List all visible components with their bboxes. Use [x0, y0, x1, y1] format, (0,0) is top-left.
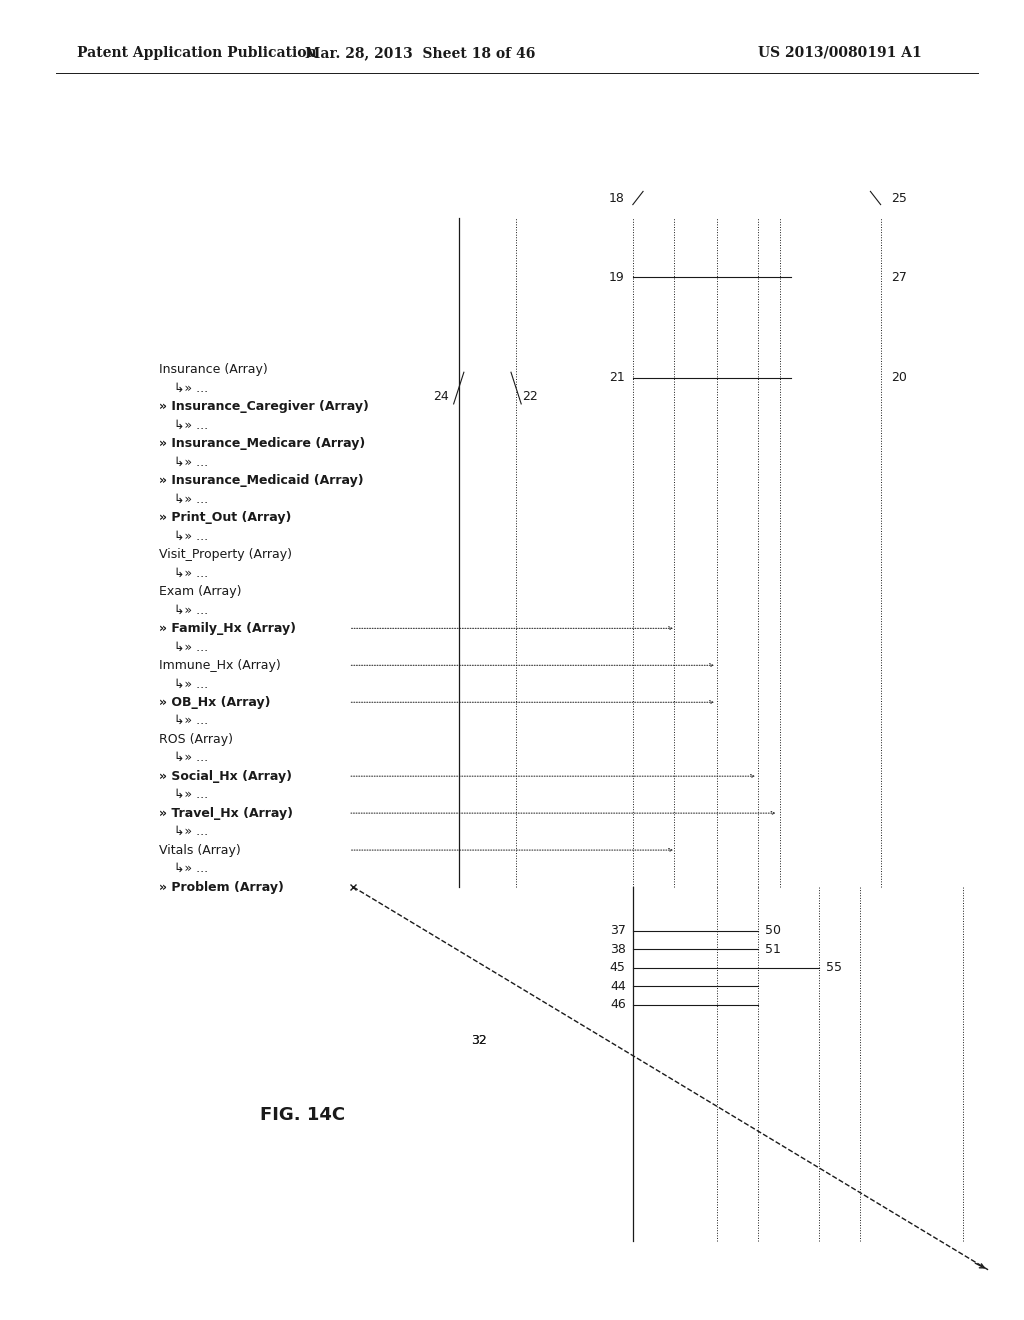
Text: 25: 25 — [891, 191, 907, 205]
Text: Exam (Array): Exam (Array) — [159, 585, 242, 598]
Text: ↳» ...: ↳» ... — [174, 418, 208, 432]
Text: ↳» ...: ↳» ... — [174, 788, 208, 801]
Text: ↳» ...: ↳» ... — [174, 714, 208, 727]
Text: 38: 38 — [609, 942, 626, 956]
Text: ↳» ...: ↳» ... — [174, 751, 208, 764]
Text: » Travel_Hx (Array): » Travel_Hx (Array) — [159, 807, 293, 820]
Text: Insurance (Array): Insurance (Array) — [159, 363, 267, 376]
Text: ↳» ...: ↳» ... — [174, 455, 208, 469]
Text: 27: 27 — [891, 271, 907, 284]
Text: 37: 37 — [609, 924, 626, 937]
Text: 51: 51 — [765, 942, 781, 956]
Text: Immune_Hx (Array): Immune_Hx (Array) — [159, 659, 281, 672]
Text: 45: 45 — [609, 961, 626, 974]
Text: » Insurance_Medicaid (Array): » Insurance_Medicaid (Array) — [159, 474, 364, 487]
Text: » Family_Hx (Array): » Family_Hx (Array) — [159, 622, 296, 635]
Text: ↳» ...: ↳» ... — [174, 566, 208, 579]
Text: ROS (Array): ROS (Array) — [159, 733, 232, 746]
Text: 50: 50 — [765, 924, 781, 937]
Text: 19: 19 — [609, 271, 625, 284]
Text: Patent Application Publication: Patent Application Publication — [77, 46, 316, 59]
Text: Visit_Property (Array): Visit_Property (Array) — [159, 548, 292, 561]
Text: 21: 21 — [609, 371, 625, 384]
Text: ↳» ...: ↳» ... — [174, 492, 208, 506]
Text: » OB_Hx (Array): » OB_Hx (Array) — [159, 696, 270, 709]
Text: » Problem (Array): » Problem (Array) — [159, 880, 284, 894]
Text: ↳» ...: ↳» ... — [174, 381, 208, 395]
Text: 22: 22 — [522, 389, 538, 403]
Text: Mar. 28, 2013  Sheet 18 of 46: Mar. 28, 2013 Sheet 18 of 46 — [305, 46, 535, 59]
Text: 24: 24 — [433, 389, 449, 403]
Text: ↳» ...: ↳» ... — [174, 529, 208, 543]
Text: » Print_Out (Array): » Print_Out (Array) — [159, 511, 291, 524]
Text: » Insurance_Caregiver (Array): » Insurance_Caregiver (Array) — [159, 400, 369, 413]
Text: » Insurance_Medicare (Array): » Insurance_Medicare (Array) — [159, 437, 365, 450]
Text: 55: 55 — [826, 961, 843, 974]
Text: ↳» ...: ↳» ... — [174, 862, 208, 875]
Text: Vitals (Array): Vitals (Array) — [159, 843, 241, 857]
Text: FIG. 14C: FIG. 14C — [259, 1106, 345, 1125]
Text: 18: 18 — [608, 191, 625, 205]
Text: ↳» ...: ↳» ... — [174, 603, 208, 616]
Text: 20: 20 — [891, 371, 907, 384]
Text: US 2013/0080191 A1: US 2013/0080191 A1 — [758, 46, 922, 59]
Text: ↳» ...: ↳» ... — [174, 677, 208, 690]
Text: 32: 32 — [471, 1034, 486, 1047]
Text: » Social_Hx (Array): » Social_Hx (Array) — [159, 770, 292, 783]
Text: 32: 32 — [471, 1034, 486, 1047]
Text: 44: 44 — [610, 979, 626, 993]
Text: ↳» ...: ↳» ... — [174, 825, 208, 838]
Text: ↳» ...: ↳» ... — [174, 640, 208, 653]
Text: 46: 46 — [610, 998, 626, 1011]
